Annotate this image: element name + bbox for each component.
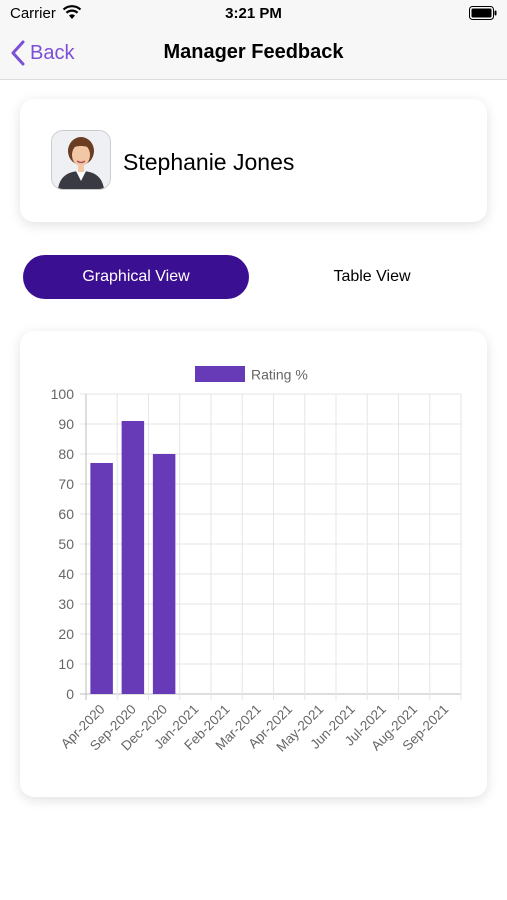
bar-apr-2020 — [90, 463, 113, 694]
bar-sep-2020 — [121, 421, 145, 694]
profile-name: Stephanie Jones — [123, 149, 295, 175]
chart-bars — [90, 421, 176, 694]
bar-dec-2020 — [152, 454, 176, 694]
page-title: Manager Feedback — [163, 41, 344, 63]
view-segmented-control: Graphical View Table View — [23, 255, 483, 299]
navigation-bar: Back Manager Feedback — [0, 28, 507, 80]
y-tick-label: 30 — [58, 596, 74, 612]
battery-icon — [469, 6, 497, 20]
chart-card: 0 10 20 30 40 50 60 70 80 90 100 Apr-2020 Sep-2020 D… — [20, 331, 487, 797]
y-tick-label: 90 — [58, 416, 74, 432]
y-tick-label: 100 — [51, 386, 75, 402]
profile-card: Stephanie Jones — [20, 99, 487, 222]
tab-graphical-view[interactable]: Graphical View — [23, 255, 249, 299]
legend-swatch — [195, 366, 245, 382]
avatar — [51, 130, 111, 190]
y-tick-label: 10 — [58, 656, 74, 672]
chevron-left-icon — [11, 40, 25, 66]
status-time: 3:21 PM — [225, 5, 282, 22]
chart-grid — [80, 393, 462, 700]
y-tick-label: 20 — [58, 626, 74, 642]
y-axis-ticks: 0 10 20 30 40 50 60 70 80 90 100 — [51, 386, 75, 702]
x-axis-ticks: Apr-2020Sep-2020Dec-2020Jan-2021Feb-2021… — [58, 702, 452, 755]
rating-bar-chart: 0 10 20 30 40 50 60 70 80 90 100 Apr-2020Sep-2020D… — [51, 366, 462, 755]
y-tick-label: 50 — [58, 536, 74, 552]
back-button[interactable]: Back — [10, 38, 74, 68]
status-bar: Carrier 3:21 PM — [0, 0, 507, 28]
y-tick-label: 0 — [66, 686, 74, 702]
person-photo-icon — [52, 131, 110, 189]
y-tick-label: 70 — [58, 476, 74, 492]
wifi-icon — [62, 5, 82, 19]
carrier-label: Carrier — [10, 5, 56, 22]
back-label: Back — [30, 41, 75, 64]
chart-legend: Rating % — [195, 366, 308, 383]
y-tick-label: 40 — [58, 566, 74, 582]
y-tick-label: 60 — [58, 506, 74, 522]
y-tick-label: 80 — [58, 446, 74, 462]
legend-label: Rating % — [251, 367, 308, 383]
tab-table-view[interactable]: Table View — [333, 268, 411, 285]
